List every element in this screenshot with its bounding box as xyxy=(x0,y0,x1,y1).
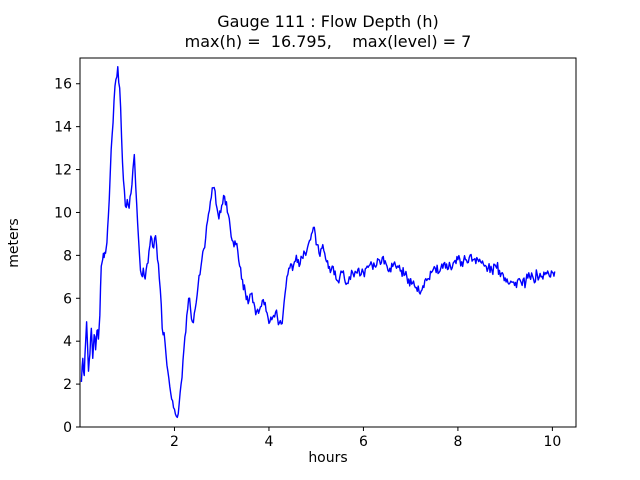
y-axis-label: meters xyxy=(6,218,22,268)
flow-depth-line xyxy=(80,65,556,419)
chart-subtitle: max(h) = 16.795, max(level) = 7 xyxy=(184,32,472,51)
y-tick-label: 0 xyxy=(63,420,72,436)
y-tick-label: 8 xyxy=(63,248,72,264)
y-tick-label: 12 xyxy=(54,163,72,179)
y-tick-label: 16 xyxy=(54,77,72,93)
x-tick-label: 10 xyxy=(543,434,561,450)
x-tick-label: 2 xyxy=(170,434,179,450)
x-tick-label: 8 xyxy=(453,434,462,450)
y-tick-label: 14 xyxy=(54,120,72,136)
y-tick-label: 2 xyxy=(63,377,72,393)
y-tick-label: 6 xyxy=(63,291,72,307)
chart-title: Gauge 111 : Flow Depth (h) xyxy=(217,12,439,31)
x-tick-label: 6 xyxy=(359,434,368,450)
y-tick-label: 10 xyxy=(54,205,72,221)
plot-background xyxy=(80,58,576,427)
y-tick-label: 4 xyxy=(63,334,72,350)
x-axis-label: hours xyxy=(308,450,348,466)
axes-frame xyxy=(79,57,577,428)
x-tick-label: 4 xyxy=(264,434,273,450)
